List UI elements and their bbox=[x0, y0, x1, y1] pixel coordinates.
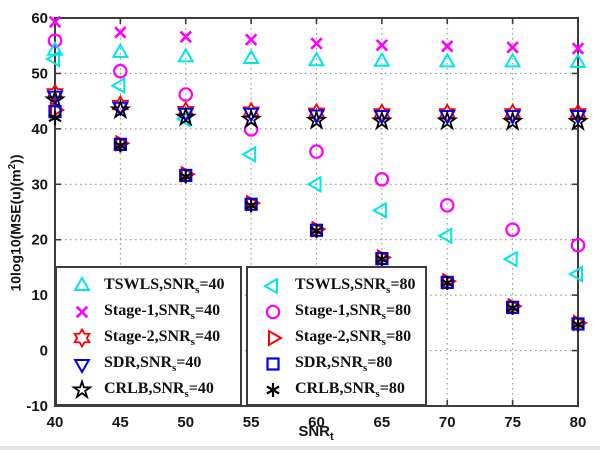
triangle-down-icon bbox=[73, 359, 91, 374]
legend-label: Stage-2,SNRs=40 bbox=[104, 328, 220, 348]
legend-label-prefix: Stage-1,SNR bbox=[295, 301, 382, 319]
legend-label-suffix: =40 bbox=[188, 379, 214, 397]
series-triangle-left bbox=[45, 50, 583, 283]
triangle-left-icon bbox=[263, 277, 278, 295]
legend-label-prefix: Stage-1,SNR bbox=[104, 301, 191, 319]
legend-label-sub: s bbox=[190, 336, 195, 349]
y-axis-label-sup: 2 bbox=[7, 163, 18, 170]
series-triangle-up bbox=[46, 40, 587, 68]
y-tick-label: 50 bbox=[31, 65, 48, 82]
legend-label: SDR,SNRs=40 bbox=[104, 354, 201, 374]
legend-snr80: TSWLS,SNRs=80 Stage-1,SNRs=80 Stage-2,SNRs… bbox=[246, 266, 427, 406]
legend-entry: TSWLS,SNRs=40 bbox=[69, 273, 240, 299]
legend-label: Stage-1,SNRs=80 bbox=[295, 302, 411, 322]
legend-label-prefix: SDR,SNR bbox=[295, 353, 364, 371]
triangle-up-icon bbox=[73, 276, 91, 291]
legend-label-suffix: =80 bbox=[367, 353, 393, 371]
y-axis-label: 10log10(MSE(u)(m2)) bbox=[7, 103, 25, 343]
y-tick-label: 40 bbox=[31, 121, 48, 138]
legend-entry: SDR,SNRs=40 bbox=[69, 351, 240, 377]
legend-label-suffix: =40 bbox=[194, 301, 221, 319]
legend-entry: CRLB,SNRs=40 bbox=[69, 377, 240, 403]
legend-label-prefix: Stage-2,SNR bbox=[104, 327, 191, 345]
triangle-right-icon bbox=[268, 329, 283, 347]
x-icon bbox=[75, 305, 89, 319]
legend-label: Stage-1,SNRs=40 bbox=[104, 302, 220, 322]
y-tick-label: 60 bbox=[31, 10, 48, 27]
legend-label-suffix: =80 bbox=[379, 379, 405, 397]
legend-entry: Stage-2,SNRs=80 bbox=[260, 325, 425, 351]
x-tick-label: 50 bbox=[177, 414, 194, 431]
x-tick-label: 80 bbox=[570, 414, 587, 431]
legend-label-sub: s bbox=[184, 388, 189, 401]
series-pentagram bbox=[44, 88, 589, 131]
square-icon bbox=[266, 357, 280, 371]
legend-label-prefix: CRLB,SNR bbox=[104, 379, 185, 397]
legend-entry: CRLB,SNRs=80 bbox=[260, 377, 425, 403]
legend-label-sub: s bbox=[172, 362, 177, 375]
legend-label-sub: s bbox=[381, 310, 386, 323]
legend-label-suffix: =40 bbox=[194, 327, 221, 345]
legend-entry: Stage-1,SNRs=80 bbox=[260, 299, 425, 325]
legend-label-suffix: =40 bbox=[199, 275, 225, 293]
legend-label: Stage-2,SNRs=80 bbox=[295, 328, 411, 348]
legend-snr40: TSWLS,SNRs=40 Stage-1,SNRs=40 Stage-2,SNRs… bbox=[55, 266, 242, 406]
legend-label-suffix: =40 bbox=[176, 353, 202, 371]
legend-entry: Stage-1,SNRs=40 bbox=[69, 299, 240, 325]
legend-label: CRLB,SNRs=80 bbox=[295, 380, 405, 400]
x-tick-label: 40 bbox=[47, 414, 64, 431]
legend-label-suffix: =80 bbox=[385, 301, 412, 319]
series-x bbox=[48, 15, 585, 55]
legend-label-sub: s bbox=[381, 336, 386, 349]
legend-label-prefix: TSWLS,SNR bbox=[295, 275, 387, 293]
legend-label: CRLB,SNRs=40 bbox=[104, 380, 214, 400]
legend-label-sub: s bbox=[195, 284, 200, 297]
legend-label-sub: s bbox=[375, 388, 380, 401]
legend-label: TSWLS,SNRs=80 bbox=[295, 276, 416, 296]
circle-icon bbox=[265, 304, 281, 320]
legend-label-sub: s bbox=[363, 362, 368, 375]
x-tick-label: 60 bbox=[308, 414, 325, 431]
y-tick-label: 30 bbox=[31, 176, 48, 193]
legend-label-suffix: =80 bbox=[390, 275, 416, 293]
series-hexagram bbox=[46, 83, 587, 124]
y-tick-label: 0 bbox=[40, 343, 48, 360]
legend-label-sub: s bbox=[190, 310, 195, 323]
x-tick-label: 70 bbox=[439, 414, 456, 431]
y-tick-label: 20 bbox=[31, 232, 48, 249]
legend-label: SDR,SNRs=80 bbox=[295, 354, 392, 374]
legend-label-prefix: SDR,SNR bbox=[104, 353, 173, 371]
legend-label-prefix: Stage-2,SNR bbox=[295, 327, 382, 345]
x-axis-label: SNRt bbox=[216, 423, 416, 443]
legend-entry: TSWLS,SNRs=80 bbox=[260, 273, 425, 299]
bottom-edge-strip bbox=[0, 446, 600, 450]
asterisk-icon bbox=[266, 383, 280, 397]
legend-label-prefix: TSWLS,SNR bbox=[104, 275, 196, 293]
x-tick-label: 45 bbox=[112, 414, 129, 431]
legend-entry: Stage-2,SNRs=40 bbox=[69, 325, 240, 351]
legend-label: TSWLS,SNRs=40 bbox=[104, 276, 225, 296]
y-axis-label-text: 10log10(MSE(u)(m bbox=[7, 169, 24, 292]
legend-label-suffix: =80 bbox=[385, 327, 412, 345]
y-tick-label: 10 bbox=[31, 287, 48, 304]
hexagram-icon bbox=[73, 327, 91, 349]
x-tick-label: 65 bbox=[374, 414, 391, 431]
x-axis-label-text: SNR bbox=[298, 423, 330, 440]
series-asterisk bbox=[48, 110, 585, 332]
legend-entry: SDR,SNRs=80 bbox=[260, 351, 425, 377]
x-tick-label: 75 bbox=[504, 414, 521, 431]
y-tick-label: -10 bbox=[26, 398, 48, 415]
x-tick-label: 55 bbox=[243, 414, 260, 431]
x-axis-label-sub: t bbox=[330, 431, 334, 443]
pentagram-icon bbox=[71, 378, 93, 400]
legend-label-sub: s bbox=[386, 284, 391, 297]
legend-label-prefix: CRLB,SNR bbox=[295, 379, 376, 397]
y-axis-label-suffix: )) bbox=[7, 154, 24, 164]
